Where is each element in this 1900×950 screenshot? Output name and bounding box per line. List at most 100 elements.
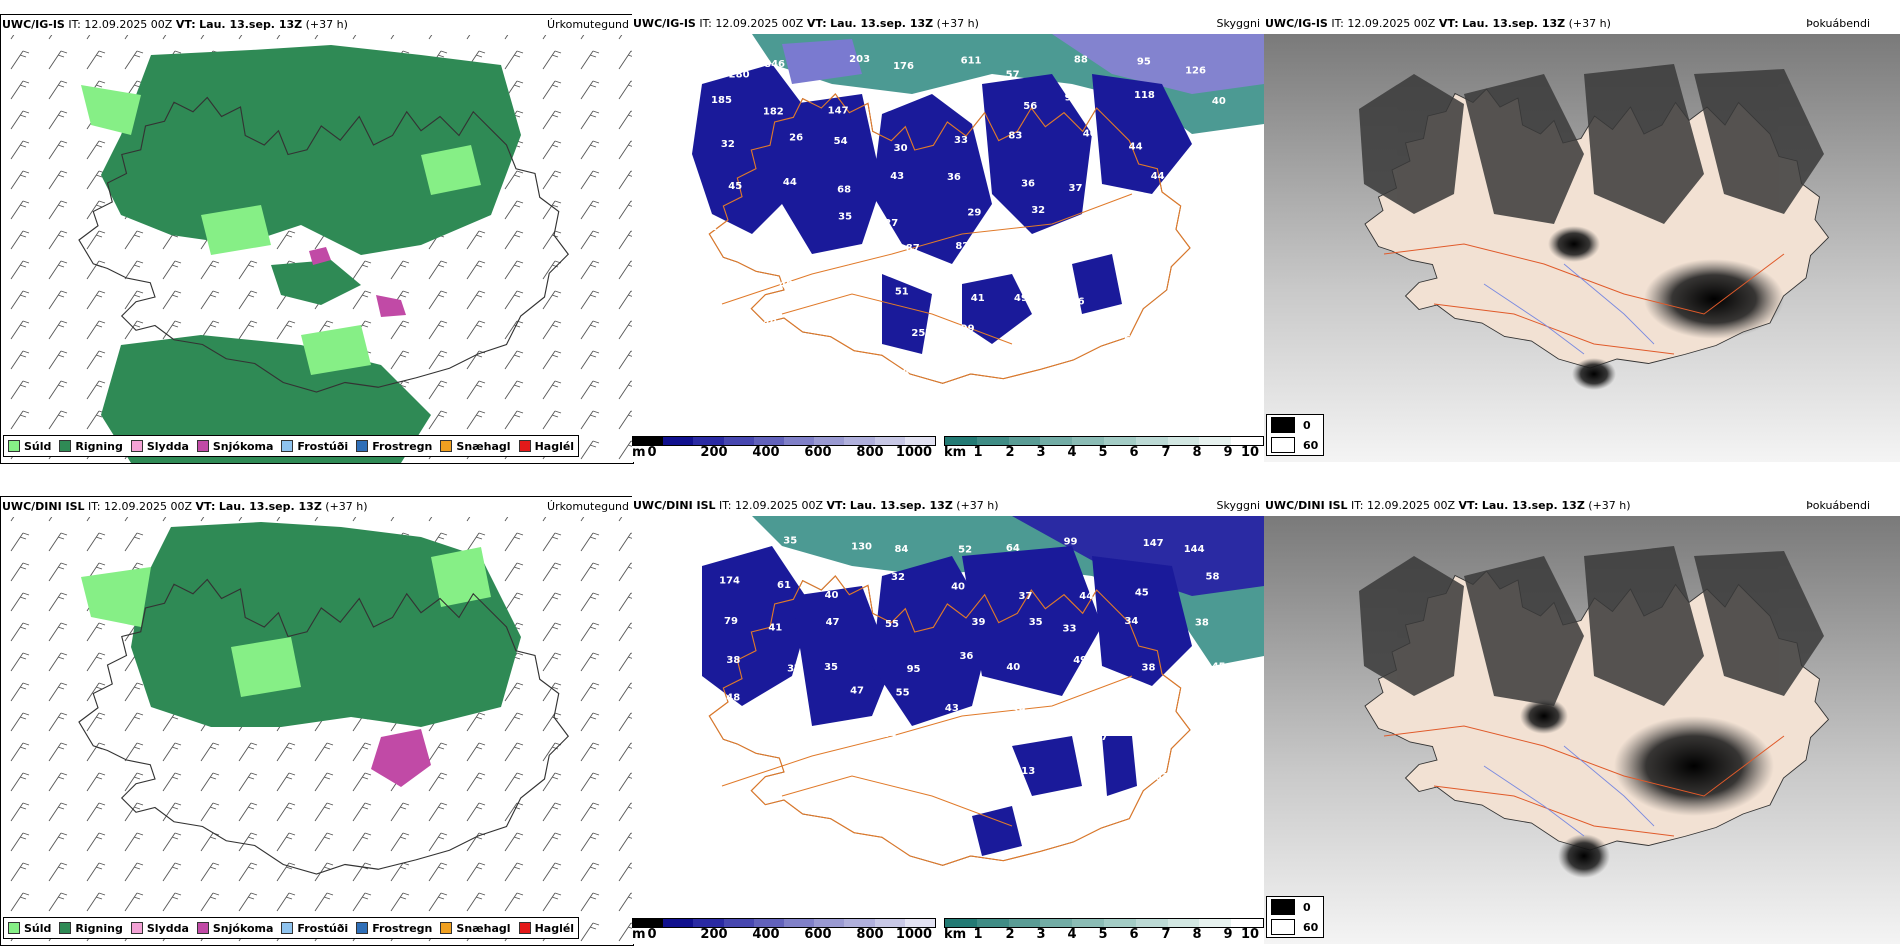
cloud-base-label: 237 <box>1076 324 1097 335</box>
legend-item: Slydda <box>130 440 189 453</box>
cloud-base-label: 36 <box>959 651 973 662</box>
colorbar-unit: m <box>632 927 646 942</box>
cloud-base-label: 203 <box>849 54 870 65</box>
cloud-base-label: 47 <box>705 298 719 309</box>
cloud-base-label: 45 <box>1127 246 1141 257</box>
cloud-base-label: 38 <box>1204 243 1218 254</box>
cloud-base-label: 46 <box>1142 291 1156 302</box>
cloud-base-label: 611 <box>961 56 982 67</box>
visibility-colorbar: km 1 2 3 4 5 6 7 8 9 10 <box>944 436 1264 462</box>
legend-item: Rigning <box>59 440 123 453</box>
cloud-base-label: 35 <box>783 536 797 547</box>
cloud-base-visibility-panel-dini: UWC/DINI ISL IT: 12.09.2025 00Z VT: Lau.… <box>632 496 1264 944</box>
cloud-base-label: 56 <box>1140 219 1154 230</box>
cloud-base-label: 33 <box>1063 624 1077 635</box>
legend-item: Rigning <box>59 922 123 935</box>
cloud-base-label: 40 <box>1083 129 1097 140</box>
colorbar-gradient <box>944 918 1264 928</box>
cloud-base-label: 44 <box>1129 141 1143 152</box>
cloud-base-label: 43 <box>890 171 904 182</box>
cloud-base-label: 29 <box>967 207 981 218</box>
legend-item: Haglél <box>518 922 574 935</box>
cloud-base-label: 101 <box>787 741 808 752</box>
panel-header: UWC/IG-IS IT: 12.09.2025 00Z VT: Lau. 13… <box>2 18 348 31</box>
cloud-base-label: 130 <box>851 541 872 552</box>
legend-item: Snæhagl <box>440 440 511 453</box>
cloud-base-label: 46 <box>1206 145 1220 156</box>
panel-title: Þokuábendi <box>1806 499 1870 512</box>
cloud-base-label: 44 <box>1151 171 1165 182</box>
legend-swatch <box>281 922 294 934</box>
cloud-base-label: 57 <box>1006 70 1020 81</box>
cloud-base-label: 27 <box>884 218 898 229</box>
cloud-base-label: 37 <box>1196 704 1210 715</box>
cloud-base-label: 68 <box>837 184 851 195</box>
precip-type-panel-ig: UWC/IG-IS IT: 12.09.2025 00Z VT: Lau. 13… <box>0 14 634 464</box>
cloud-base-label: 44 <box>706 261 720 272</box>
cloud-base-label: 44 <box>1079 591 1093 602</box>
cloud-base-label: 44 <box>783 177 797 188</box>
legend-item: Slydda <box>130 922 189 935</box>
legend-row: 0 <box>1267 415 1323 435</box>
cloud-base-label: 40 <box>1212 96 1226 107</box>
cloud-base-label: 43 <box>718 762 732 773</box>
cloud-base-label: 30 <box>1198 173 1212 184</box>
cloud-base-label: 34 <box>1124 616 1138 627</box>
cloud-base-label: 30 <box>711 814 725 825</box>
cloud-base-label: 40 <box>825 590 839 601</box>
cloud-base-label: 54 <box>834 136 848 147</box>
cloud-base-label: 70 <box>835 768 849 779</box>
cloud-base-label: 104 <box>724 728 745 739</box>
legend-item: Frostregn <box>356 922 432 935</box>
legend-swatch <box>8 922 20 934</box>
cloud-base-label: 113 <box>1014 766 1035 777</box>
cloud-base-label: 62 <box>826 322 840 333</box>
cloud-base-label: 176 <box>893 61 914 72</box>
cloud-base-label: 82 <box>955 241 969 252</box>
cloud-base-label: 182 <box>763 107 784 118</box>
cloud-base-label: 37 <box>1069 183 1083 194</box>
cloud-base-label: 37 <box>774 219 788 230</box>
cloud-base-label: 147 <box>828 106 849 117</box>
cloud-base-label: 36 <box>1014 726 1028 737</box>
panel-title: Úrkomutegund <box>547 18 629 31</box>
cloud-base-visibility-panel-ig: UWC/IG-IS IT: 12.09.2025 00Z VT: Lau. 13… <box>632 14 1264 462</box>
legend-swatch <box>518 440 531 452</box>
cloud-base-label: 73 <box>847 362 861 373</box>
cloud-base-label: 95 <box>907 664 921 675</box>
cloud-base-label: 55 <box>885 619 899 630</box>
cloud-base-label: 37 <box>787 664 801 675</box>
cloud-base-label: 33 <box>773 703 787 714</box>
cloud-base-label: 36 <box>1071 297 1085 308</box>
visibility-colorbar: km 1 2 3 4 5 6 7 8 9 10 <box>944 918 1264 944</box>
colorbar-unit: m <box>632 445 646 460</box>
cloud-base-label: 87 <box>906 243 920 254</box>
cloud-base-label: 56 <box>1023 101 1037 112</box>
legend-swatch <box>440 922 453 934</box>
legend-swatch <box>196 440 209 452</box>
cloud-base-label: 55 <box>896 687 910 698</box>
legend-swatch <box>518 922 531 934</box>
cloud-base-label: 64 <box>1124 334 1138 345</box>
cloud-base-label: 32 <box>721 139 735 150</box>
cloud-base-label: 47 <box>850 686 864 697</box>
cloud-base-label: 276 <box>968 762 989 773</box>
cloud-base-label: 35 <box>1029 617 1043 628</box>
cloud-base-label: 228 <box>1017 334 1038 345</box>
fog-legend: 0 60 <box>1266 414 1324 456</box>
legend-swatch <box>130 440 143 452</box>
colorbar-gradient <box>944 436 1264 446</box>
cloud-base-label: 48 <box>726 692 740 703</box>
cloud-base-label: 118 <box>1134 90 1155 101</box>
cloud-base-label: 40 <box>1009 250 1023 261</box>
legend-swatch <box>59 440 72 452</box>
cloud-base-label: 34 <box>1126 687 1140 698</box>
cloud-base-label: 52 <box>958 545 972 556</box>
cloud-base-label: 35 <box>958 733 972 744</box>
cloud-base-colorbar: m 0 200 400 600 800 1000 <box>632 436 936 462</box>
cloud-base-label: 45 <box>1062 247 1076 258</box>
legend-item: Súld <box>8 922 51 935</box>
cloud-base-label: 43 <box>945 703 959 714</box>
cloud-base-label: 42 <box>1082 216 1096 227</box>
legend-item: Frostúði <box>281 440 348 453</box>
